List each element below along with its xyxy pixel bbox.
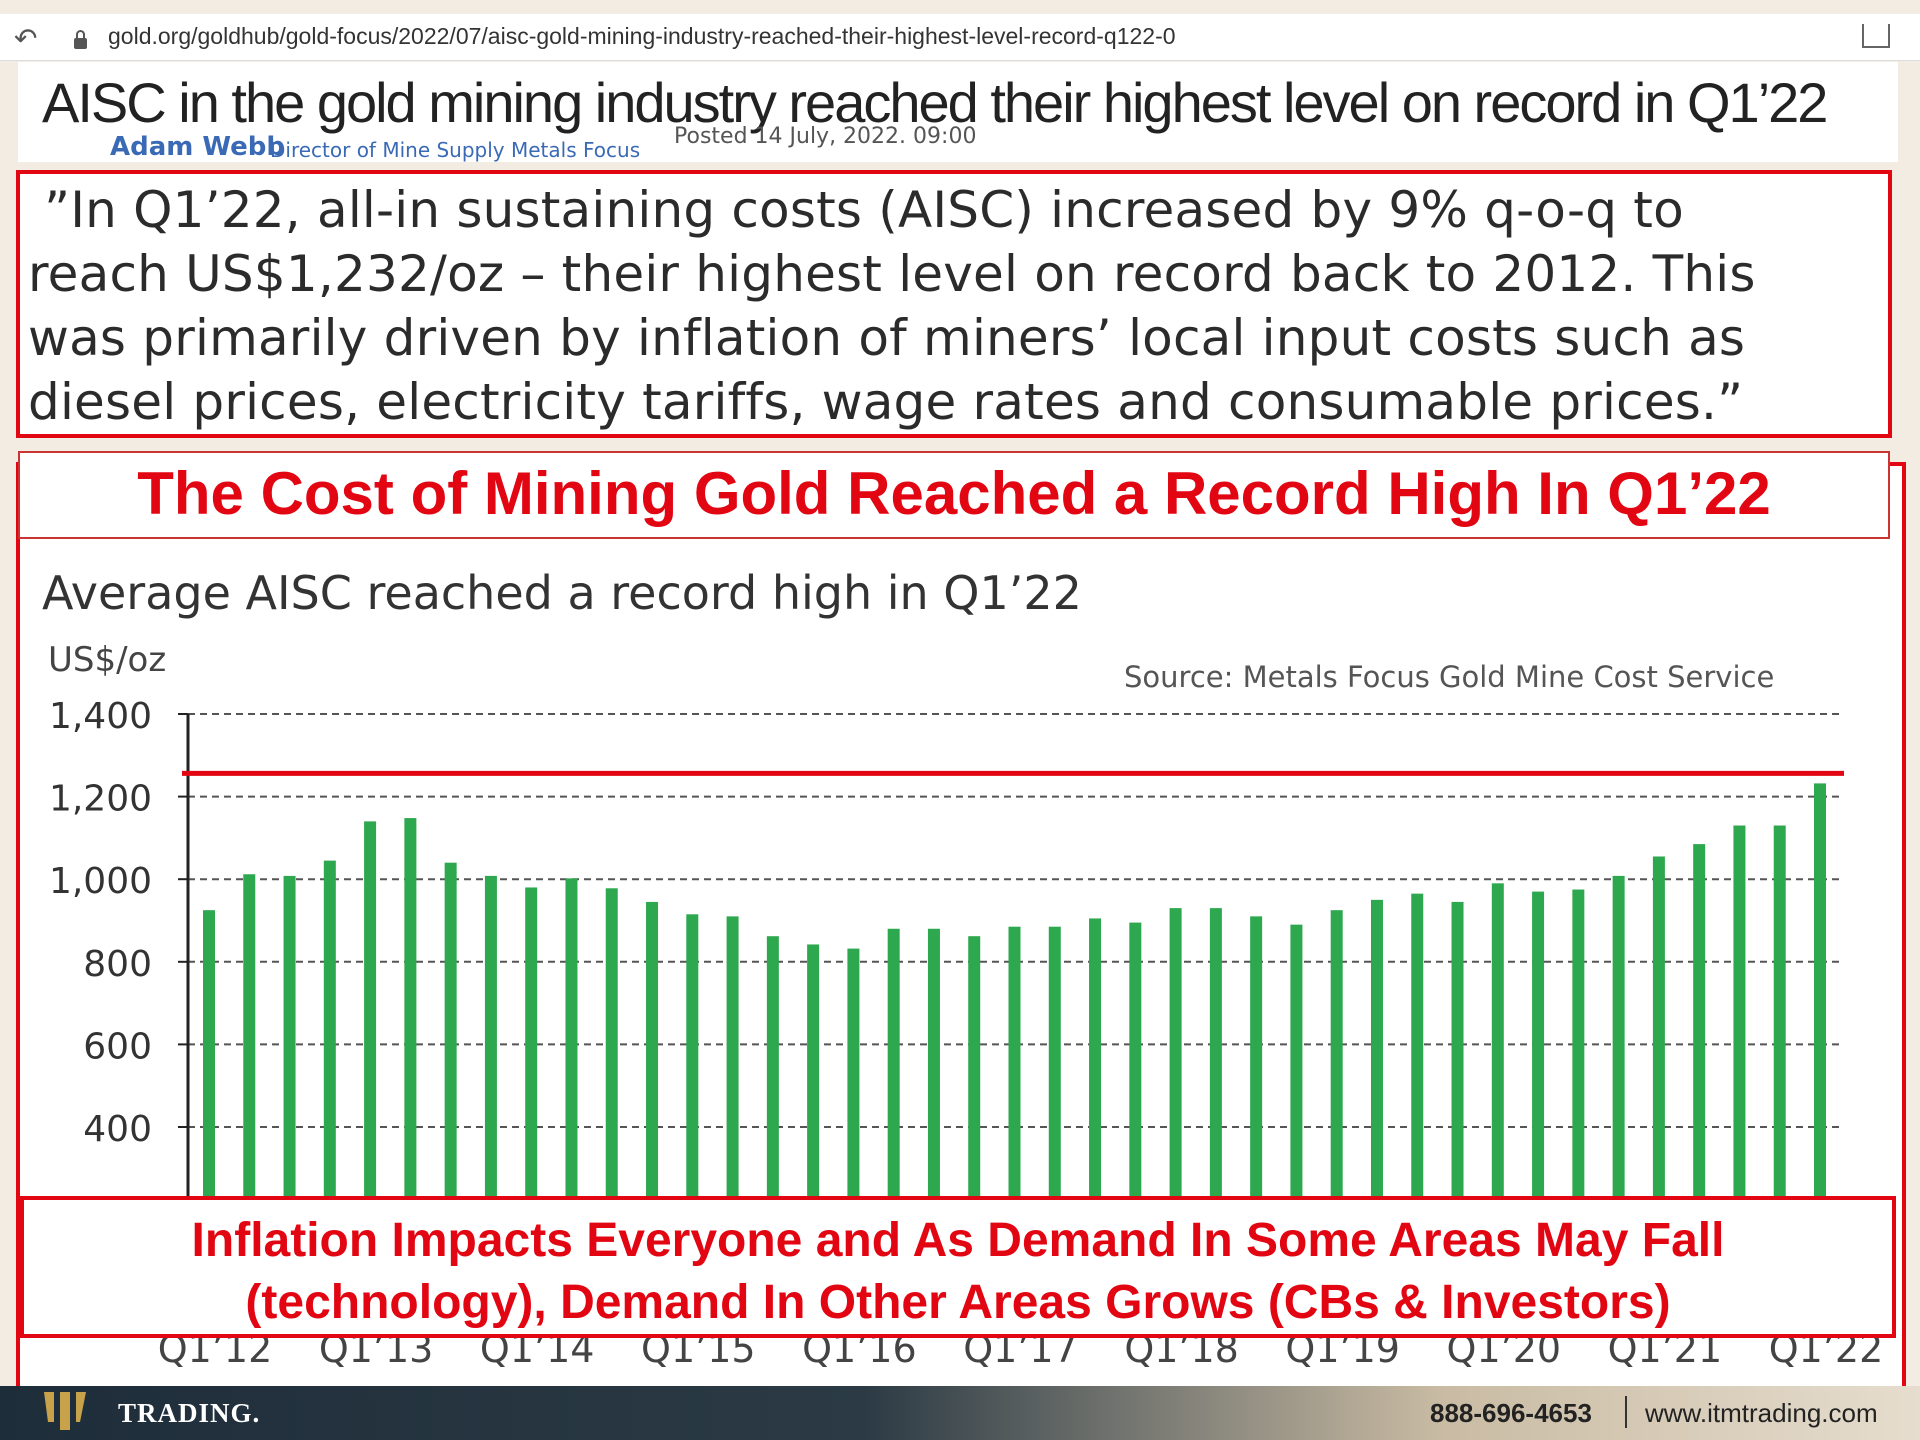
bar-Q221: [1693, 844, 1706, 1293]
bar-Q121: [1652, 856, 1665, 1293]
lock-icon: [74, 30, 87, 49]
chart-title: Average AISC reached a record high in Q1…: [42, 566, 1082, 620]
y-tick-label: 1,200: [49, 779, 152, 820]
footer-bar: TRADING. 888-696-4653 www.itmtrading.com: [0, 1386, 1920, 1440]
article-header: AISC in the gold mining industry reached…: [18, 62, 1898, 162]
bar-Q113: [364, 821, 377, 1293]
callout-line: Inflation Impacts Everyone and As Demand…: [191, 1214, 1725, 1267]
bar-Q412: [323, 860, 336, 1293]
quote-line: ”In Q1’22, all-in sustaining costs (AISC…: [28, 181, 1684, 239]
y-tick-label: 1,000: [49, 861, 152, 902]
bar-Q120: [1491, 883, 1504, 1293]
quote-line: diesel prices, electricity tariffs, wage…: [28, 373, 1744, 431]
bar-Q220: [1532, 891, 1545, 1293]
bar-Q212: [243, 874, 256, 1293]
bar-Q219: [1370, 899, 1383, 1293]
bar-Q419: [1451, 901, 1464, 1293]
bar-Q314: [605, 888, 618, 1293]
chart-source: Source: Metals Focus Gold Mine Cost Serv…: [1124, 660, 1775, 694]
chart-axes: [178, 713, 1844, 1293]
bar-Q213: [404, 818, 417, 1293]
bar-Q413: [484, 875, 497, 1293]
y-tick-label: 800: [83, 944, 152, 985]
y-tick-label: 400: [83, 1109, 152, 1150]
quote-box: ”In Q1’22, all-in sustaining costs (AISC…: [16, 170, 1892, 438]
bar-Q420: [1612, 875, 1625, 1293]
bar-Q114: [525, 887, 538, 1293]
back-icon[interactable]: ↶: [14, 22, 38, 55]
article-title: AISC in the gold mining industry reached…: [42, 71, 1828, 134]
bar-Q421: [1773, 825, 1786, 1293]
author-name[interactable]: Adam Webb: [110, 132, 286, 162]
bar-Q321: [1733, 825, 1746, 1293]
headline-box: The Cost of Mining Gold Reached a Record…: [18, 451, 1890, 539]
bar-Q320: [1572, 889, 1585, 1293]
y-tick-label: 1,400: [49, 696, 152, 737]
y-tick-label: 600: [83, 1026, 152, 1067]
url-text[interactable]: gold.org/goldhub/gold-focus/2022/07/aisc…: [108, 23, 1176, 49]
bottom-callout-text: Inflation Impacts Everyone and As Demand…: [24, 1210, 1892, 1334]
quote-line: reach US$1,232/oz – their highest level …: [28, 245, 1756, 303]
bottom-callout: Inflation Impacts Everyone and As Demand…: [20, 1196, 1896, 1338]
y-axis-label: US$/oz: [48, 640, 167, 680]
share-icon[interactable]: [1862, 24, 1890, 48]
footer-website[interactable]: www.itmtrading.com: [1645, 1398, 1878, 1428]
headline: The Cost of Mining Gold Reached a Record…: [137, 460, 1771, 527]
author-role: Director of Mine Supply Metals Focus: [270, 138, 641, 162]
footer-phone[interactable]: 888-696-4653: [1430, 1398, 1592, 1428]
bar-Q414: [646, 901, 659, 1293]
bar-Q214: [565, 878, 578, 1293]
posted-date: Posted 14 July, 2022. 09:00: [674, 124, 977, 149]
footer-separator: [1625, 1396, 1627, 1428]
bar-Q312: [283, 875, 296, 1293]
footer-brand: TRADING.: [118, 1398, 261, 1428]
itm-logo-icon: [44, 1392, 86, 1430]
callout-line: (technology), Demand In Other Areas Grow…: [245, 1276, 1671, 1329]
bar-Q319: [1411, 893, 1424, 1293]
bar-Q122: [1814, 783, 1826, 1293]
quote-line: was primarily driven by inflation of min…: [28, 309, 1746, 367]
bar-Q313: [444, 862, 457, 1293]
quote-text: ”In Q1’22, all-in sustaining costs (AISC…: [28, 178, 1878, 434]
browser-url-bar[interactable]: ↶ gold.org/goldhub/gold-focus/2022/07/ai…: [0, 14, 1920, 61]
